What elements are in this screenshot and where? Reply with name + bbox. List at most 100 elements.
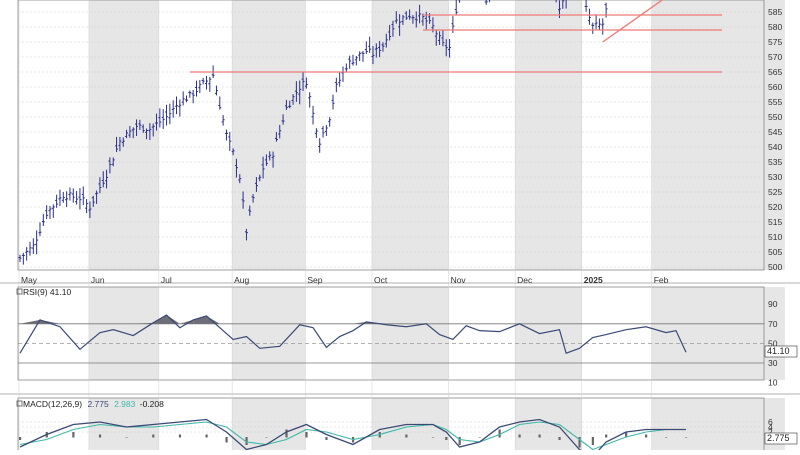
rsi-overbought-fill <box>353 321 367 324</box>
price-tick-label: 505 <box>768 247 782 257</box>
ohlc-bar <box>91 195 95 207</box>
macd-panel: 246 <box>16 400 798 455</box>
ohlc-bar <box>75 191 79 205</box>
macd-settings-icon <box>16 400 23 407</box>
x-tick-label: Jul <box>161 275 172 285</box>
ohlc-bar <box>131 127 135 139</box>
ohlc-bar <box>155 113 159 131</box>
rsi-last-value-box <box>764 345 798 358</box>
price-tick-label: 590 <box>768 0 782 2</box>
month-band <box>515 287 582 380</box>
month-band <box>232 0 306 270</box>
ohlc-bar <box>311 105 315 125</box>
ohlc-bar <box>278 124 282 139</box>
macd-histogram-bar <box>152 434 155 438</box>
ohlc-bar <box>248 205 252 216</box>
month-band <box>232 398 306 450</box>
ohlc-bar <box>145 128 149 140</box>
ohlc-bar <box>55 194 59 208</box>
ohlc-bar <box>364 41 368 55</box>
macd-line <box>19 418 686 455</box>
ohlc-bar <box>214 85 218 96</box>
price-tick-label: 535 <box>768 157 782 167</box>
ohlc-bar <box>238 174 242 184</box>
macd-last-value-box <box>764 432 798 445</box>
x-tick-label: 2025 <box>584 275 603 285</box>
ohlc-bar <box>25 247 29 261</box>
ohlc-bar <box>175 96 179 115</box>
ohlc-bar <box>224 129 228 141</box>
rsi-overbought-fill <box>39 319 60 324</box>
ohlc-bar <box>51 204 55 218</box>
ohlc-bar <box>587 8 591 25</box>
rsi-panel: 10 30 50 70 90 <box>16 288 798 388</box>
ohlc-bar <box>185 95 188 103</box>
ohlc-bar <box>218 96 222 110</box>
x-tick-label: Sep <box>307 275 322 285</box>
ohlc-bar <box>408 9 412 20</box>
price-tick-label: 500 <box>768 262 782 272</box>
ohlc-bar <box>334 77 338 93</box>
rsi-last-label: 41.10 <box>767 346 790 356</box>
macd-histogram-bar <box>645 434 648 438</box>
ohlc-bar <box>388 24 392 41</box>
ohlc-bar <box>18 254 22 262</box>
ohlc-bar <box>65 191 69 207</box>
macd-histogram-bar <box>98 434 102 438</box>
rsi-line <box>19 314 687 354</box>
ohlc-bar <box>591 22 595 34</box>
ohlc-bar <box>271 151 275 168</box>
macd-histogram-bar <box>685 437 688 438</box>
month-band <box>88 287 159 380</box>
macd-histogram-bar <box>558 437 561 440</box>
macd-histogram-bar <box>518 434 521 438</box>
ohlc-bar <box>165 104 169 126</box>
ohlc-bar <box>138 119 142 131</box>
ohlc-bar <box>21 252 25 265</box>
ohlc-bar <box>418 4 422 24</box>
macd-tick-label: 4 <box>768 422 773 432</box>
price-panel-frame <box>17 0 765 271</box>
macd-histogram-bar <box>265 437 268 438</box>
macd-value: 2.775 <box>87 399 109 409</box>
ohlc-bar <box>404 11 408 20</box>
ohlc-bar <box>105 169 109 189</box>
ohlc-bar <box>161 109 165 129</box>
ohlc-bar <box>198 79 202 94</box>
ohlc-bar <box>328 117 332 127</box>
ohlc-bar <box>298 80 302 105</box>
rsi-overbought-fill <box>179 319 194 324</box>
ohlc-bar <box>394 11 398 24</box>
ohlc-bar <box>71 188 75 203</box>
macd-histogram-bar <box>285 429 288 438</box>
month-band <box>515 0 582 270</box>
ohlc-bar <box>594 14 598 30</box>
ohlc-bar <box>234 158 238 178</box>
ohlc-bar <box>601 18 605 35</box>
macd-histogram-bar <box>125 437 128 438</box>
ohlc-bar <box>121 137 125 147</box>
ohlc-bar <box>158 108 162 128</box>
ohlc-bar <box>128 125 132 138</box>
ohlc-bar <box>28 241 32 256</box>
rsi-tick-label: 50 <box>768 338 778 348</box>
macd-signal-line <box>19 421 686 451</box>
ohlc-bar <box>38 222 42 237</box>
rsi-label: RSI(9) 41.10 <box>23 287 71 297</box>
rsi-panel-frame <box>17 286 765 381</box>
ohlc-bar <box>264 154 268 166</box>
price-tick-label: 545 <box>768 127 782 137</box>
ohlc-bar <box>135 119 139 136</box>
price-panel: 500 505 510 515 520 525 530 535 540 545 550 555 560 5… <box>18 0 782 285</box>
ohlc-bar <box>291 94 295 105</box>
ohlc-bar <box>61 192 65 203</box>
month-band <box>232 287 306 380</box>
rsi-tick-label: 30 <box>768 358 778 368</box>
ohlc-bar <box>458 0 461 3</box>
ohlc-bar <box>108 157 112 174</box>
x-tick-label: May <box>21 275 38 285</box>
ohlc-bar <box>368 36 372 53</box>
price-tick-label: 540 <box>768 142 782 152</box>
macd-histogram-bar <box>225 437 228 443</box>
